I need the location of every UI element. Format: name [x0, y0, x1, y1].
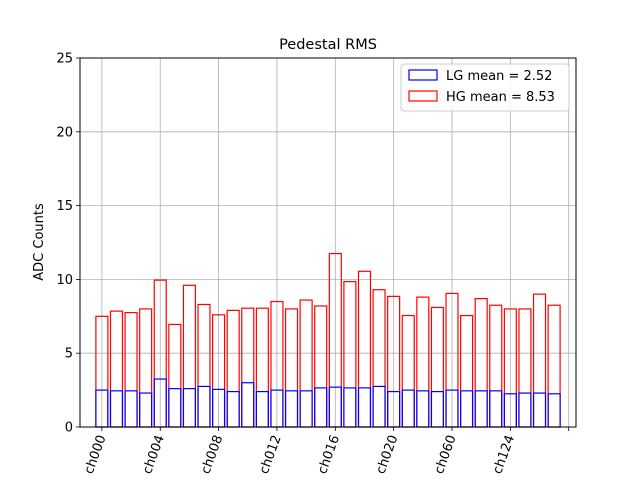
x-tick-label: ch000: [82, 433, 110, 476]
lg-bar: [197, 385, 211, 428]
x-tick-label: ch012: [257, 433, 285, 476]
lg-bar: [357, 387, 372, 428]
y-tick-label: 10: [56, 273, 73, 288]
x-tick-label: ch008: [199, 433, 227, 476]
hg-bar: [343, 281, 357, 428]
lg-bar: [474, 390, 488, 428]
lg-bars: [95, 378, 561, 428]
x-tick-label: ch020: [374, 433, 402, 476]
hg-bar: [284, 308, 299, 428]
y-tick-label: 25: [56, 52, 73, 67]
hg-bar: [197, 303, 211, 428]
legend-swatch-lg: [408, 69, 438, 81]
lg-bar: [343, 387, 357, 428]
lg-bar: [139, 392, 153, 428]
hg-bar: [139, 308, 153, 428]
lg-bar: [241, 382, 255, 428]
hg-bar: [532, 293, 547, 428]
lg-bar: [372, 385, 386, 428]
lg-bar: [124, 390, 138, 428]
x-tick-label: ch016: [315, 433, 343, 476]
legend-label-lg: LG mean = 2.52: [446, 69, 552, 84]
hg-bar: [460, 314, 474, 428]
lg-bar: [416, 390, 430, 428]
hg-bar: [357, 270, 372, 428]
hg-bar: [416, 296, 430, 428]
lg-bar: [226, 390, 240, 428]
x-tick-label: ch060: [432, 433, 460, 476]
hg-bar: [372, 289, 386, 428]
legend: LG mean = 2.52 HG mean = 8.53: [400, 63, 570, 112]
hg-bar: [168, 323, 182, 428]
hg-bar: [255, 307, 269, 428]
lg-bar: [299, 390, 313, 428]
hg-bar: [226, 309, 240, 428]
hg-bar: [401, 314, 415, 428]
legend-label-hg: HG mean = 8.53: [446, 90, 555, 105]
hg-bar: [182, 284, 196, 428]
plot-frame: [79, 57, 577, 428]
hg-bar: [241, 307, 255, 428]
lg-bar: [182, 388, 196, 428]
hg-bar: [299, 299, 313, 428]
x-axis-ticks: ch000 ch004 ch008 ch012 ch016 ch020 ch060 ch124: [82, 427, 570, 476]
lg-bar: [430, 390, 444, 428]
legend-frame: [400, 63, 570, 112]
lg-bar: [314, 387, 328, 428]
lg-bar: [284, 390, 299, 428]
y-tick-label: 15: [56, 199, 73, 214]
lg-bar: [168, 388, 182, 428]
y-axis-label: ADC Counts: [32, 203, 47, 281]
lg-bar: [401, 389, 415, 428]
legend-swatch-hg: [408, 90, 438, 102]
lg-bar: [547, 393, 561, 428]
hg-bar: [474, 297, 488, 428]
lg-bar: [532, 392, 547, 428]
y-tick-label: 0: [65, 421, 73, 436]
hg-bar: [489, 304, 503, 428]
chart-title: Pedestal RMS: [279, 37, 377, 53]
lg-bar: [255, 390, 269, 428]
hg-bar: [314, 305, 328, 428]
lg-bar: [109, 390, 124, 428]
y-tick-label: 5: [65, 347, 73, 362]
hg-bar: [430, 306, 444, 428]
lg-bar: [518, 392, 532, 428]
y-tick-label: 20: [56, 125, 73, 140]
hg-bar: [124, 312, 138, 428]
hg-bar: [109, 310, 124, 428]
lg-bar: [489, 390, 503, 428]
hg-bar: [518, 308, 532, 428]
lg-bar: [460, 390, 474, 428]
y-axis-ticks: 0 5 10 15 20 25: [56, 52, 80, 436]
x-tick-label: ch124: [490, 433, 518, 476]
hg-bar: [547, 304, 561, 428]
x-tick-label: ch004: [140, 433, 168, 476]
